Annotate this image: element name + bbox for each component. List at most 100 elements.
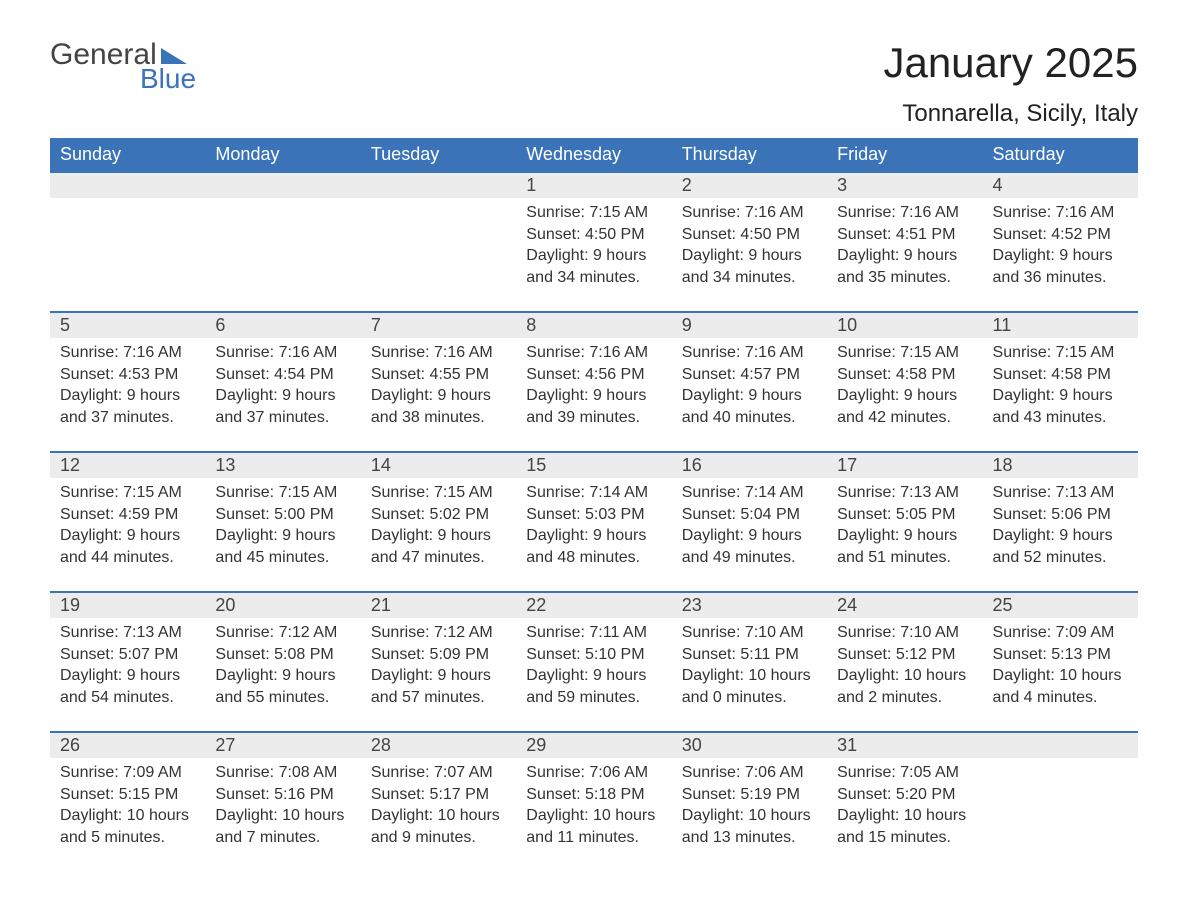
sunset-text: Sunset: 4:54 PM (215, 364, 350, 386)
day-number: 12 (50, 453, 205, 478)
day-details: Sunrise: 7:09 AMSunset: 5:15 PMDaylight:… (56, 762, 199, 848)
calendar-day-cell: 24Sunrise: 7:10 AMSunset: 5:12 PMDayligh… (827, 592, 982, 732)
sunrise-text: Sunrise: 7:15 AM (837, 342, 972, 364)
sunrise-text: Sunrise: 7:15 AM (215, 482, 350, 504)
calendar-day-cell: 5 Sunrise: 7:16 AMSunset: 4:53 PMDaylight… (50, 312, 205, 452)
sunrise-text: Sunrise: 7:14 AM (526, 482, 661, 504)
sunrise-text: Sunrise: 7:16 AM (682, 342, 817, 364)
calendar-day-cell: 6Sunrise: 7:16 AMSunset: 4:54 PMDaylight… (205, 312, 360, 452)
day-header: Tuesday (361, 138, 516, 172)
sunset-text: Sunset: 5:18 PM (526, 784, 661, 806)
sunrise-text: Sunrise: 7:10 AM (682, 622, 817, 644)
daylight-text: Daylight: 10 hours and 2 minutes. (837, 665, 972, 708)
logo-word2: Blue (140, 66, 196, 91)
day-details: Sunrise: 7:06 AMSunset: 5:18 PMDaylight:… (522, 762, 665, 848)
calendar-day-cell: 21 Sunrise: 7:12 AMSunset: 5:09 PMDayligh… (361, 592, 516, 732)
calendar-day-cell: 2Sunrise: 7:16 AMSunset: 4:50 PMDaylight… (672, 172, 827, 312)
day-number: 22 (516, 593, 671, 618)
day-number: 1 (516, 173, 671, 198)
sunset-text: Sunset: 4:50 PM (682, 224, 817, 246)
day-details: Sunrise: 7:07 AMSunset: 5:17 PMDaylight:… (367, 762, 510, 848)
day-details: Sunrise: 7:16 AMSunset: 4:50 PMDaylight:… (678, 202, 821, 288)
daynum-bar-empty (361, 173, 516, 198)
sunset-text: Sunset: 5:19 PM (682, 784, 817, 806)
calendar-day-cell: 29Sunrise: 7:06 AMSunset: 5:18 PMDayligh… (516, 732, 671, 872)
day-number: 21 (361, 593, 516, 618)
sunset-text: Sunset: 4:53 PM (60, 364, 195, 386)
calendar-day-cell: 18 Sunrise: 7:13 AMSunset: 5:06 PMDayligh… (983, 452, 1138, 592)
calendar-day-cell: 19Sunrise: 7:13 AMSunset: 5:07 PMDayligh… (50, 592, 205, 732)
day-details: Sunrise: 7:16 AMSunset: 4:54 PMDaylight:… (211, 342, 354, 428)
sunrise-text: Sunrise: 7:16 AM (993, 202, 1128, 224)
day-number: 14 (361, 453, 516, 478)
day-header: Monday (205, 138, 360, 172)
calendar-day-cell: 16 Sunrise: 7:14 AMSunset: 5:04 PMDayligh… (672, 452, 827, 592)
daylight-text: Daylight: 10 hours and 5 minutes. (60, 805, 195, 848)
sunset-text: Sunset: 5:08 PM (215, 644, 350, 666)
sunrise-text: Sunrise: 7:09 AM (993, 622, 1128, 644)
calendar-day-cell: 12 Sunrise: 7:15 AMSunset: 4:59 PMDayligh… (50, 452, 205, 592)
calendar-day-cell: 14 Sunrise: 7:15 AMSunset: 5:02 PMDayligh… (361, 452, 516, 592)
day-number: 18 (983, 453, 1138, 478)
daynum-bar-empty (50, 173, 205, 198)
calendar-day-cell: 30Sunrise: 7:06 AMSunset: 5:19 PMDayligh… (672, 732, 827, 872)
sunrise-text: Sunrise: 7:10 AM (837, 622, 972, 644)
sunrise-text: Sunrise: 7:05 AM (837, 762, 972, 784)
calendar-week-row: 19Sunrise: 7:13 AMSunset: 5:07 PMDayligh… (50, 592, 1138, 732)
daylight-text: Daylight: 9 hours and 38 minutes. (371, 385, 506, 428)
day-details: Sunrise: 7:05 AMSunset: 5:20 PMDaylight:… (833, 762, 976, 848)
sunset-text: Sunset: 4:57 PM (682, 364, 817, 386)
daylight-text: Daylight: 9 hours and 37 minutes. (60, 385, 195, 428)
day-details: Sunrise: 7:10 AMSunset: 5:12 PMDaylight:… (833, 622, 976, 708)
month-title: January 2025 (883, 40, 1138, 86)
day-details: Sunrise: 7:14 AMSunset: 5:03 PMDaylight:… (522, 482, 665, 568)
sunrise-text: Sunrise: 7:12 AM (215, 622, 350, 644)
calendar-empty-cell (361, 172, 516, 312)
sunrise-text: Sunrise: 7:07 AM (371, 762, 506, 784)
logo: General Blue (50, 40, 196, 91)
day-number: 30 (672, 733, 827, 758)
day-number: 9 (672, 313, 827, 338)
sunrise-text: Sunrise: 7:14 AM (682, 482, 817, 504)
calendar-day-cell: 22Sunrise: 7:11 AMSunset: 5:10 PMDayligh… (516, 592, 671, 732)
day-details: Sunrise: 7:16 AMSunset: 4:51 PMDaylight:… (833, 202, 976, 288)
daylight-text: Daylight: 9 hours and 57 minutes. (371, 665, 506, 708)
day-details: Sunrise: 7:09 AMSunset: 5:13 PMDaylight:… (989, 622, 1132, 708)
sunset-text: Sunset: 5:09 PM (371, 644, 506, 666)
daylight-text: Daylight: 9 hours and 40 minutes. (682, 385, 817, 428)
day-details: Sunrise: 7:14 AMSunset: 5:04 PMDaylight:… (678, 482, 821, 568)
daylight-text: Daylight: 9 hours and 36 minutes. (993, 245, 1128, 288)
daylight-text: Daylight: 9 hours and 52 minutes. (993, 525, 1128, 568)
day-number: 5 (50, 313, 205, 338)
sunset-text: Sunset: 5:17 PM (371, 784, 506, 806)
daylight-text: Daylight: 9 hours and 39 minutes. (526, 385, 661, 428)
calendar-day-cell: 9 Sunrise: 7:16 AMSunset: 4:57 PMDaylight… (672, 312, 827, 452)
sunrise-text: Sunrise: 7:08 AM (215, 762, 350, 784)
calendar-empty-cell (50, 172, 205, 312)
day-number: 16 (672, 453, 827, 478)
daylight-text: Daylight: 9 hours and 49 minutes. (682, 525, 817, 568)
day-details: Sunrise: 7:13 AMSunset: 5:07 PMDaylight:… (56, 622, 199, 708)
daylight-text: Daylight: 9 hours and 34 minutes. (682, 245, 817, 288)
day-details: Sunrise: 7:10 AMSunset: 5:11 PMDaylight:… (678, 622, 821, 708)
day-details: Sunrise: 7:15 AMSunset: 4:59 PMDaylight:… (56, 482, 199, 568)
day-details: Sunrise: 7:16 AMSunset: 4:52 PMDaylight:… (989, 202, 1132, 288)
daylight-text: Daylight: 10 hours and 9 minutes. (371, 805, 506, 848)
day-details: Sunrise: 7:16 AMSunset: 4:53 PMDaylight:… (56, 342, 199, 428)
daynum-bar-empty (205, 173, 360, 198)
sunrise-text: Sunrise: 7:13 AM (837, 482, 972, 504)
sunrise-text: Sunrise: 7:16 AM (60, 342, 195, 364)
sunset-text: Sunset: 4:58 PM (993, 364, 1128, 386)
day-details: Sunrise: 7:15 AMSunset: 5:02 PMDaylight:… (367, 482, 510, 568)
day-details: Sunrise: 7:13 AMSunset: 5:06 PMDaylight:… (989, 482, 1132, 568)
day-details: Sunrise: 7:15 AMSunset: 4:50 PMDaylight:… (522, 202, 665, 288)
sunrise-text: Sunrise: 7:16 AM (526, 342, 661, 364)
daylight-text: Daylight: 9 hours and 43 minutes. (993, 385, 1128, 428)
day-number: 27 (205, 733, 360, 758)
day-details: Sunrise: 7:12 AMSunset: 5:09 PMDaylight:… (367, 622, 510, 708)
calendar-day-cell: 27Sunrise: 7:08 AMSunset: 5:16 PMDayligh… (205, 732, 360, 872)
calendar-day-cell: 11Sunrise: 7:15 AMSunset: 4:58 PMDayligh… (983, 312, 1138, 452)
daynum-bar-empty (983, 733, 1138, 758)
calendar-day-cell: 3Sunrise: 7:16 AMSunset: 4:51 PMDaylight… (827, 172, 982, 312)
day-number: 15 (516, 453, 671, 478)
